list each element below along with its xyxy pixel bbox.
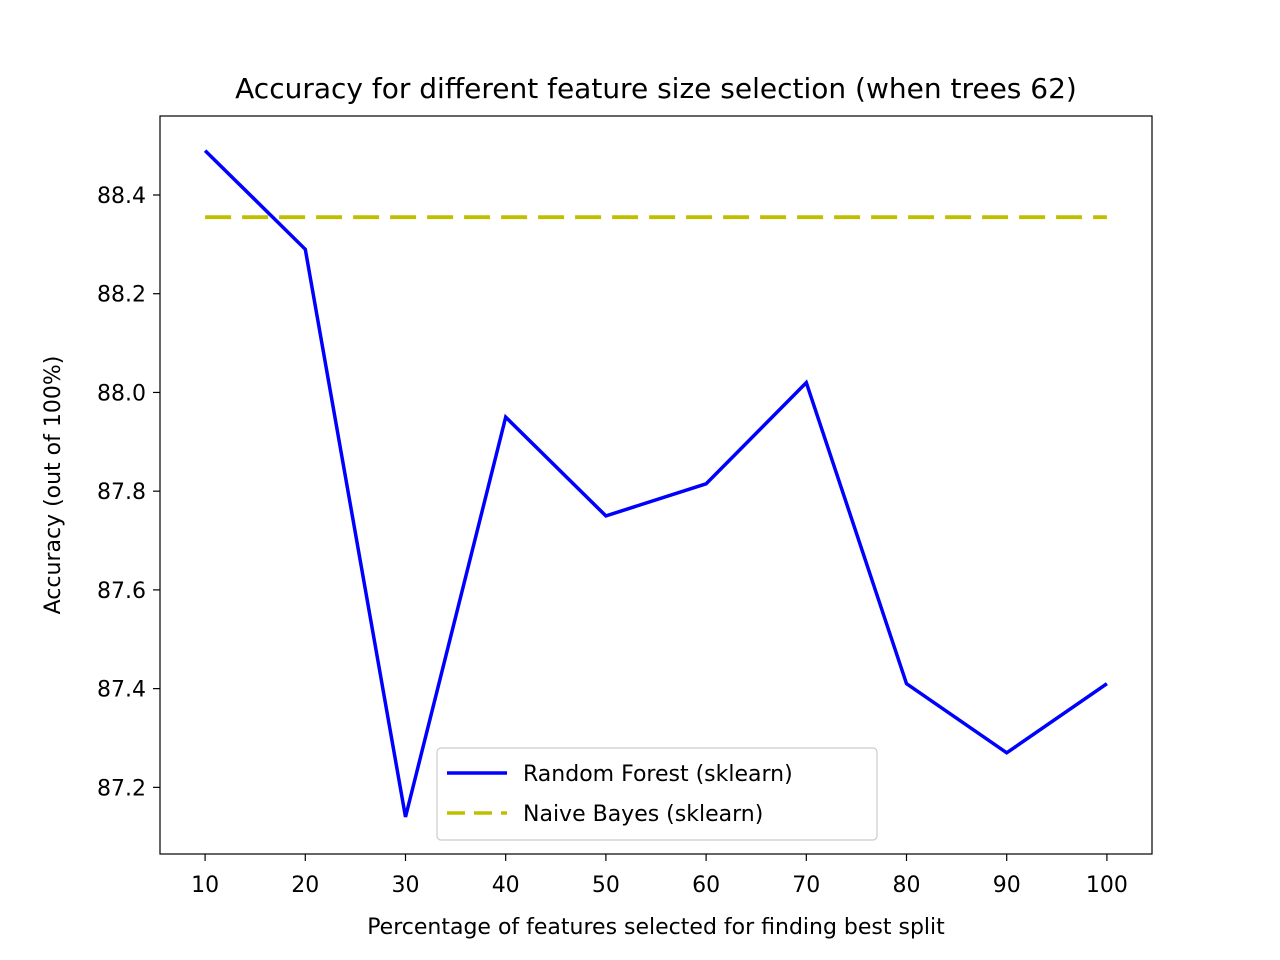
x-tick-label: 70 — [792, 873, 820, 898]
series-line-0 — [203, 149, 1108, 818]
y-axis-label: Accuracy (out of 100%) — [41, 356, 66, 615]
legend-label-0: Random Forest (sklearn) — [523, 762, 793, 787]
y-tick-label: 88.0 — [97, 381, 146, 406]
legend-box — [436, 747, 878, 841]
legend-label-1: Naive Bayes (sklearn) — [523, 802, 763, 827]
x-tick-label: 10 — [191, 873, 219, 898]
chart-title: Accuracy for different feature size sele… — [235, 72, 1077, 105]
x-tick-label: 40 — [492, 873, 520, 898]
y-tick-label: 87.6 — [97, 579, 146, 604]
x-axis: 10 20 30 40 50 60 70 80 90 100 — [191, 854, 1128, 898]
x-tick-label: 90 — [993, 873, 1021, 898]
x-tick-label: 80 — [893, 873, 921, 898]
y-tick-label: 88.4 — [97, 184, 146, 209]
y-tick-label: 88.2 — [97, 283, 146, 308]
x-tick-label: 30 — [391, 873, 419, 898]
y-axis: 87.2 87.4 87.6 87.8 88.0 88.2 88.4 — [97, 184, 160, 801]
legend: Random Forest (sklearn) Naive Bayes (skle… — [436, 747, 878, 841]
series-layer — [203, 149, 1108, 818]
x-tick-label: 20 — [291, 873, 319, 898]
y-tick-label: 87.8 — [97, 480, 146, 505]
x-tick-label: 60 — [692, 873, 720, 898]
x-tick-label: 50 — [592, 873, 620, 898]
plot-frame — [159, 115, 1153, 855]
y-tick-label: 87.4 — [97, 678, 146, 703]
plot-area — [159, 115, 1153, 855]
x-tick-label: 100 — [1086, 873, 1128, 898]
x-axis-label: Percentage of features selected for find… — [367, 915, 945, 940]
y-tick-label: 87.2 — [97, 776, 146, 801]
